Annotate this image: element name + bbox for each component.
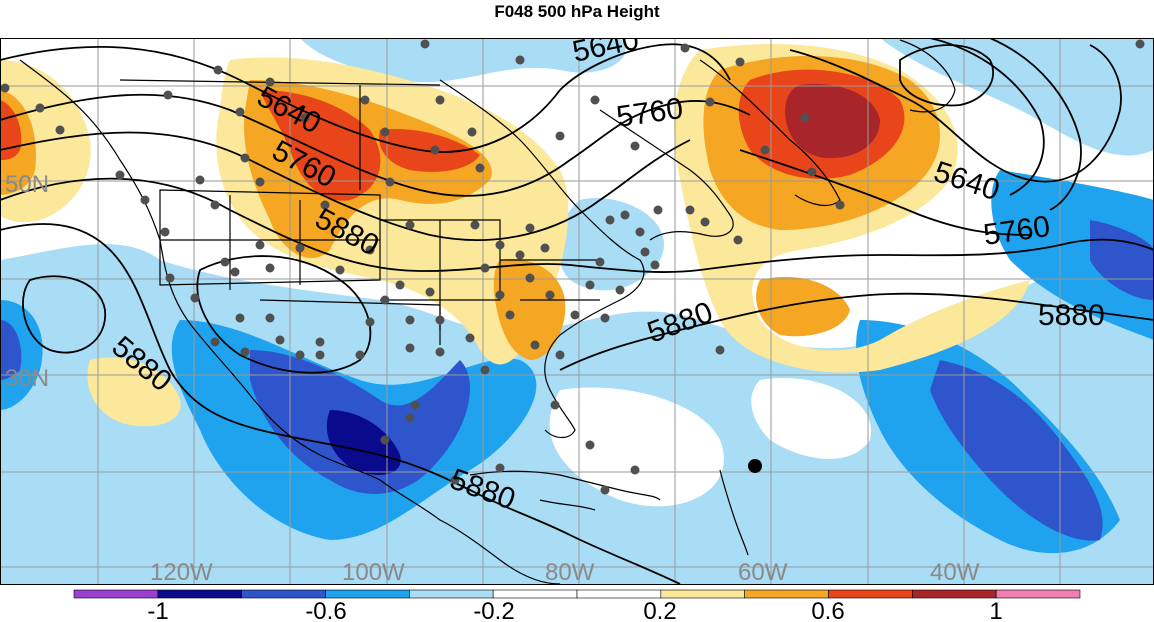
colorbar-label-06: 0.6 bbox=[811, 598, 844, 622]
colorbar-swatch bbox=[660, 589, 745, 599]
colorbar-label-neg06: -0.6 bbox=[305, 598, 346, 622]
colorbar-swatch bbox=[325, 589, 410, 599]
contour-5880-b bbox=[196, 255, 372, 374]
shade-light-blue-ne bbox=[880, 38, 1154, 156]
contour-ne-3 bbox=[989, 38, 1082, 211]
colorbar-swatch bbox=[73, 589, 159, 599]
contour-5700 bbox=[0, 93, 751, 197]
colorbar-label-neg1: -1 bbox=[147, 598, 168, 622]
shade-white-patch-2 bbox=[751, 378, 872, 459]
shade-dark-red bbox=[785, 84, 880, 159]
colorbar bbox=[73, 589, 1081, 599]
shaded-field bbox=[0, 38, 1154, 584]
lat-label-30n: 30N bbox=[5, 365, 49, 392]
figure-title: F048 500 hPa Height bbox=[494, 2, 660, 21]
lon-label-80w: 80W bbox=[545, 559, 595, 586]
contour-5880-a bbox=[0, 223, 681, 584]
colorbar-label-neg02: -0.2 bbox=[473, 598, 514, 622]
colorbar-swatch bbox=[241, 589, 326, 599]
shade-orange-atl bbox=[756, 276, 850, 337]
shade-royal-blue-w bbox=[0, 320, 22, 380]
lon-label-60w: 60W bbox=[738, 559, 788, 586]
lon-label-100w: 100W bbox=[342, 559, 405, 586]
colorbar-swatch bbox=[157, 589, 242, 599]
colorbar-swatch bbox=[576, 589, 662, 599]
contour-5760 bbox=[0, 131, 1031, 241]
colorbar-swatch bbox=[995, 589, 1081, 599]
contour-ne-2 bbox=[929, 38, 1045, 196]
shade-blue-atl bbox=[991, 170, 1154, 340]
station-markers bbox=[0, 39, 1145, 495]
contour-5880-c bbox=[559, 292, 1154, 371]
lon-label-120w: 120W bbox=[150, 559, 213, 586]
contour-label-5880-east: 5880 bbox=[1038, 299, 1105, 332]
colorbar-label-02: 0.2 bbox=[643, 598, 676, 622]
shade-light-blue-north bbox=[300, 38, 626, 83]
contour-ring-w bbox=[22, 275, 106, 354]
highlight-marker bbox=[748, 459, 762, 473]
map-area: 5640 5640 5640 5760 5760 5760 5880 5880 … bbox=[0, 38, 1154, 586]
colorbar-swatch bbox=[828, 589, 913, 599]
shade-red-orange-w bbox=[0, 100, 22, 160]
colorbar-swatch bbox=[409, 589, 494, 599]
lat-label-50n: 50N bbox=[5, 171, 49, 198]
shade-orange-ohio bbox=[493, 259, 566, 360]
contour-ring-ne bbox=[899, 44, 995, 107]
lon-label-40w: 40W bbox=[930, 559, 980, 586]
contour-5820 bbox=[0, 177, 1154, 273]
height-contours bbox=[0, 38, 1154, 584]
colorbar-swatch bbox=[492, 589, 578, 599]
colorbar-swatch bbox=[744, 589, 829, 599]
shade-white-patch bbox=[549, 387, 724, 507]
colorbar-label-1: 1 bbox=[989, 598, 1002, 622]
contour-5640 bbox=[0, 43, 1122, 183]
shade-royal-blue-se bbox=[930, 360, 1103, 541]
colorbar-swatch bbox=[912, 589, 997, 599]
colorbar-labels: -1 -0.6 -0.2 0.2 0.6 1 bbox=[147, 598, 1002, 622]
shade-navy bbox=[326, 410, 401, 475]
